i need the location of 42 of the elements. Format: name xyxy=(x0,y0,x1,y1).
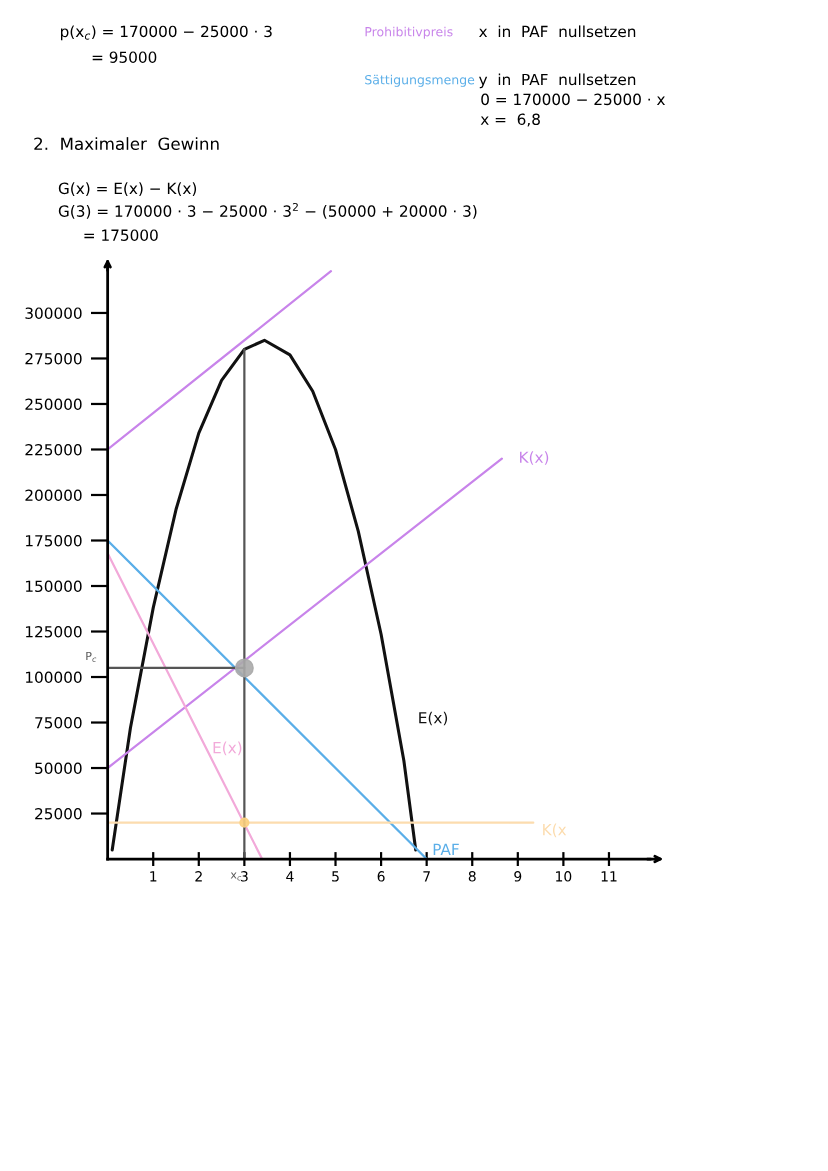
text: Sättigungsmenge xyxy=(365,74,475,87)
annotation: x$_{c}$ xyxy=(230,872,242,881)
x-tick-label: 4 xyxy=(286,871,294,882)
series-label: E(x) xyxy=(213,741,242,756)
y-tick-label: 300000 xyxy=(25,307,82,319)
x-tick-label: 11 xyxy=(601,871,617,882)
x-tick-label: 10 xyxy=(556,871,572,882)
text: Prohibitivpreis xyxy=(365,26,453,39)
text: = 95000 xyxy=(92,51,157,63)
x-tick-label: 7 xyxy=(423,871,430,882)
y-tick-label: 125000 xyxy=(26,625,82,638)
y-tick-label: 50000 xyxy=(35,762,82,775)
y-tick-label: 275000 xyxy=(25,352,82,365)
annotation: P$_{c}$ xyxy=(86,651,97,662)
text: x = 6,8 xyxy=(480,113,540,127)
series-label: E(x) xyxy=(419,711,448,726)
series-label: K(x xyxy=(543,823,567,838)
y-tick-label: 150000 xyxy=(26,580,82,593)
text: = 175000 xyxy=(84,229,158,241)
x-tick-label: 6 xyxy=(377,871,385,882)
y-tick-label: 25000 xyxy=(35,808,82,820)
y-tick-label: 75000 xyxy=(35,716,82,729)
y-tick-label: 250000 xyxy=(25,398,82,410)
x-tick-label: 5 xyxy=(332,871,339,882)
text: G(x) = E(x) − K(x) xyxy=(58,182,197,196)
x-tick-label: 1 xyxy=(150,871,157,882)
y-tick-label: 175000 xyxy=(26,534,82,547)
text: 2. Maximaler Gewinn xyxy=(34,137,219,151)
x-tick-label: 3 xyxy=(241,871,248,882)
text: 0 = 170000 − 25000 · x xyxy=(481,93,666,106)
text: x in PAF nullsetzen xyxy=(479,25,636,38)
series-label: K(x) xyxy=(520,451,549,465)
x-tick-label: 2 xyxy=(195,871,202,882)
series-label: PAF xyxy=(433,843,459,855)
text: G(3) = 170000 · 3 − 25000 · 3$^{2}$ − (50000 + 20000 · 3) xyxy=(58,202,477,219)
y-tick-label: 200000 xyxy=(25,489,82,502)
y-tick-label: 100000 xyxy=(26,671,82,684)
text: y in PAF nullsetzen xyxy=(479,73,636,89)
x-tick-label: 9 xyxy=(514,871,522,882)
y-tick-label: 225000 xyxy=(25,443,82,456)
x-tick-label: 8 xyxy=(468,871,476,882)
text: p(x$_{c}$) = 170000 − 25000 · 3 xyxy=(61,25,272,41)
